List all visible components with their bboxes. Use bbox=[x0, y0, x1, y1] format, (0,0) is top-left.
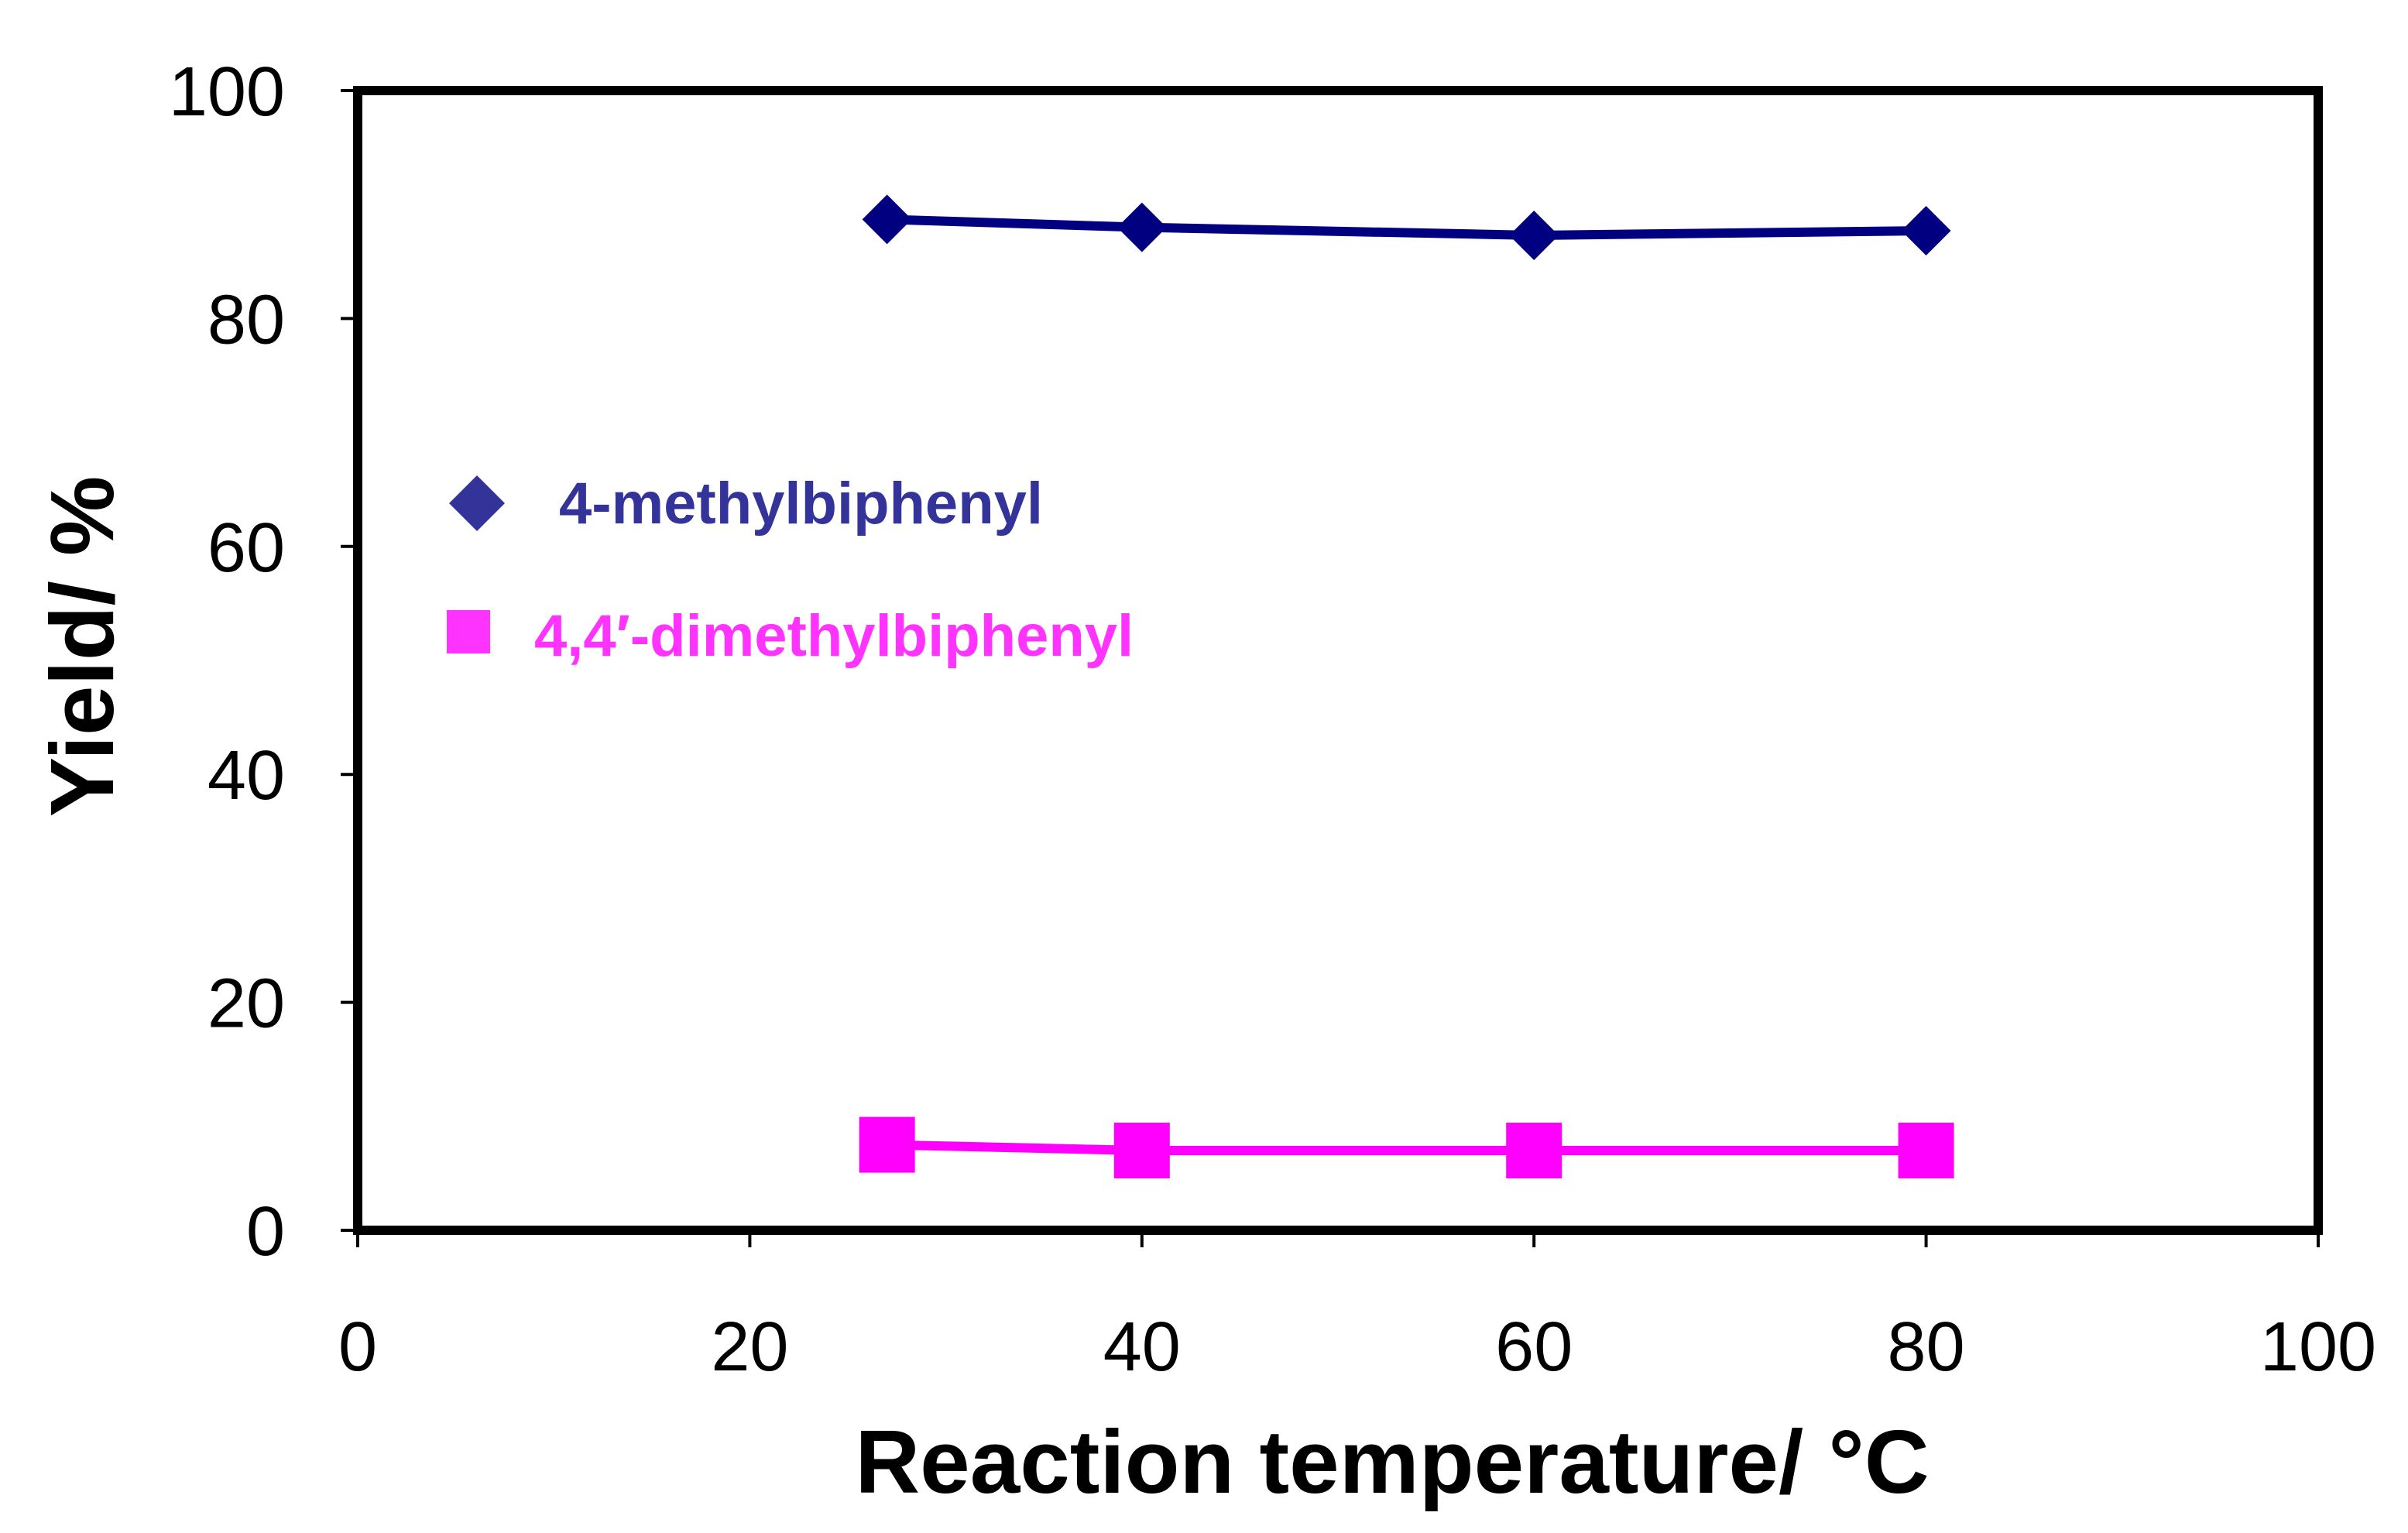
y-tick-label-60: 60 bbox=[208, 509, 285, 587]
legend-label-4-methylbiphenyl: 4-methylbiphenyl bbox=[559, 471, 1043, 537]
series-line-1 bbox=[887, 1140, 1926, 1155]
labels-layer: 0 20 40 60 80 100 0 20 40 60 80 100 bbox=[169, 53, 2376, 1386]
y-tick-label-20: 20 bbox=[208, 965, 285, 1043]
x-axis-title: Reaction temperature/ °C bbox=[855, 1411, 1929, 1512]
x-tick-label-100: 100 bbox=[2260, 1308, 2376, 1386]
data-point-0-0 bbox=[862, 194, 912, 245]
x-tick-label-40: 40 bbox=[1103, 1308, 1181, 1386]
data-point-0-3 bbox=[1901, 206, 1951, 256]
y-axis-title: Yield/ % bbox=[32, 476, 132, 818]
series-line-0 bbox=[887, 214, 1926, 240]
legend-marker-diamond bbox=[449, 475, 505, 531]
x-tick-label-80: 80 bbox=[1888, 1308, 1965, 1386]
y-tick-label-40: 40 bbox=[208, 737, 285, 815]
x-tick-label-60: 60 bbox=[1495, 1308, 1573, 1386]
y-tick-label-80: 80 bbox=[208, 281, 285, 358]
data-point-1-0 bbox=[859, 1116, 915, 1173]
plot-frame bbox=[353, 86, 2323, 1235]
data-point-0-1 bbox=[1117, 202, 1167, 252]
data-point-1-1 bbox=[1113, 1122, 1170, 1178]
data-point-0-2 bbox=[1509, 210, 1559, 260]
data-point-1-2 bbox=[1506, 1122, 1562, 1178]
legend: 4-methylbiphenyl 4,4′-dimethylbiphenyl bbox=[447, 471, 1134, 669]
y-tick-label-0: 0 bbox=[246, 1193, 285, 1271]
legend-label-4-4-dimethylbiphenyl: 4,4′-dimethylbiphenyl bbox=[534, 603, 1134, 669]
series-layer bbox=[859, 194, 1954, 1178]
legend-marker-square bbox=[447, 610, 490, 653]
data-point-1-3 bbox=[1898, 1122, 1954, 1178]
y-tick-label-100: 100 bbox=[169, 53, 285, 131]
x-tick-label-20: 20 bbox=[711, 1308, 788, 1386]
x-tick-label-0: 0 bbox=[338, 1308, 377, 1386]
